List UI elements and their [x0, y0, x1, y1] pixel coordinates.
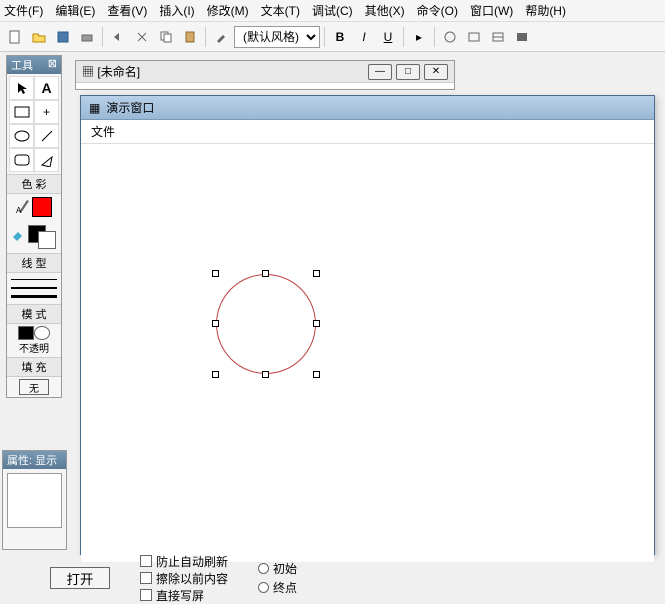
radio-label-1: 初始 [273, 560, 297, 577]
bottom-controls: 打开 防止自动刷新 擦除以前内容 直接写屏 初始 终点 [50, 558, 650, 598]
svg-text:A: A [16, 206, 22, 215]
opacity-label: 不透明 [9, 340, 59, 355]
tool-icon-2[interactable] [463, 26, 485, 48]
demo-title-text: 演示窗口 [106, 99, 154, 116]
resize-handle-br[interactable] [313, 371, 320, 378]
bg-color-swatches[interactable] [28, 225, 56, 249]
rect-tool[interactable] [9, 100, 34, 124]
mode-opaque[interactable] [18, 326, 34, 340]
save-icon[interactable] [52, 26, 74, 48]
tools-panel-title: 工具⊠ [7, 56, 61, 74]
copy-icon[interactable] [155, 26, 177, 48]
circle-shape [216, 274, 316, 374]
doc-icon: ▦ [82, 65, 94, 79]
text-tool[interactable]: A [34, 76, 59, 100]
tool-icon-3[interactable] [487, 26, 509, 48]
line-section-label: 线 型 [7, 253, 61, 273]
print-icon[interactable] [76, 26, 98, 48]
open-button[interactable]: 打开 [50, 567, 110, 589]
italic-button[interactable]: I [353, 26, 375, 48]
fill-none-button[interactable]: 无 [19, 379, 49, 395]
underline-button[interactable]: U [377, 26, 399, 48]
menu-insert[interactable]: 插入(I) [159, 2, 194, 19]
document-window: ▦ [未命名] — □ ✕ [75, 60, 455, 90]
foreground-color[interactable] [32, 197, 52, 217]
undo-icon[interactable] [107, 26, 129, 48]
radio-label-2: 终点 [273, 579, 297, 596]
menu-file[interactable]: 文件(F) [4, 2, 43, 19]
checkbox-clear-prev[interactable] [140, 572, 152, 584]
radio-initial[interactable] [258, 563, 269, 574]
checkbox-direct-write[interactable] [140, 589, 152, 601]
cb-label-1: 防止自动刷新 [156, 553, 228, 570]
resize-handle-mr[interactable] [313, 320, 320, 327]
menu-other[interactable]: 其他(X) [365, 2, 405, 19]
main-toolbar: (默认风格) B I U ▸ [0, 22, 665, 52]
demo-window: ▦ 演示窗口 文件 [80, 95, 655, 555]
tool-icon-4[interactable] [511, 26, 533, 48]
close-button[interactable]: ✕ [424, 64, 448, 80]
resize-handle-bl[interactable] [212, 371, 219, 378]
properties-panel: 属性: 显示 [2, 450, 67, 550]
color-section-label: 色 彩 [7, 174, 61, 194]
resize-handle-ml[interactable] [212, 320, 219, 327]
fill-section-label: 填 充 [7, 357, 61, 377]
tools-panel: 工具⊠ A + 色 彩 A 线 型 模 式 不透明 填 充 无 [6, 55, 62, 398]
close-icon[interactable]: ⊠ [48, 57, 57, 73]
tool-icon-1[interactable] [439, 26, 461, 48]
pencil-icon[interactable]: A [16, 197, 30, 218]
menu-command[interactable]: 命令(O) [417, 2, 458, 19]
checkbox-auto-refresh[interactable] [140, 555, 152, 567]
style-dropdown[interactable]: (默认风格) [234, 26, 320, 48]
line-tool[interactable] [34, 124, 59, 148]
canvas-area[interactable] [81, 144, 654, 562]
add-tool[interactable]: + [34, 100, 59, 124]
menu-debug[interactable]: 调试(C) [312, 2, 353, 19]
resize-handle-tc[interactable] [262, 270, 269, 277]
demo-window-icon: ▦ [89, 101, 100, 115]
pointer-tool[interactable] [9, 76, 34, 100]
round-rect-tool[interactable] [9, 148, 34, 172]
resize-handle-tl[interactable] [212, 270, 219, 277]
brush-icon[interactable] [210, 26, 232, 48]
cut-icon[interactable] [131, 26, 153, 48]
cb-label-3: 直接写屏 [156, 587, 204, 604]
play-icon[interactable]: ▸ [408, 26, 430, 48]
properties-title: 属性: 显示 [3, 451, 66, 469]
menu-window[interactable]: 窗口(W) [470, 2, 513, 19]
mode-section-label: 模 式 [7, 304, 61, 324]
menu-bar: 文件(F) 编辑(E) 查看(V) 插入(I) 修改(M) 文本(T) 调试(C… [0, 0, 665, 22]
paste-icon[interactable] [179, 26, 201, 48]
menu-view[interactable]: 查看(V) [107, 2, 147, 19]
menu-modify[interactable]: 修改(M) [207, 2, 249, 19]
resize-handle-bc[interactable] [262, 371, 269, 378]
radio-end[interactable] [258, 582, 269, 593]
resize-handle-tr[interactable] [313, 270, 320, 277]
selected-circle-object[interactable] [216, 274, 316, 374]
maximize-button[interactable]: □ [396, 64, 420, 80]
menu-edit[interactable]: 编辑(E) [55, 2, 95, 19]
open-folder-icon[interactable] [28, 26, 50, 48]
ellipse-tool[interactable] [9, 124, 34, 148]
bold-button[interactable]: B [329, 26, 351, 48]
line-style-picker[interactable] [7, 273, 61, 304]
mode-circle[interactable] [34, 326, 50, 340]
preview-box [7, 473, 62, 528]
bucket-icon[interactable] [9, 229, 25, 246]
minimize-button[interactable]: — [368, 64, 392, 80]
menu-help[interactable]: 帮助(H) [525, 2, 566, 19]
demo-file-menu[interactable]: 文件 [91, 125, 115, 139]
doc-title-text: [未命名] [97, 65, 140, 79]
pen-tool[interactable] [34, 148, 59, 172]
cb-label-2: 擦除以前内容 [156, 570, 228, 587]
menu-text[interactable]: 文本(T) [261, 2, 300, 19]
new-file-icon[interactable] [4, 26, 26, 48]
